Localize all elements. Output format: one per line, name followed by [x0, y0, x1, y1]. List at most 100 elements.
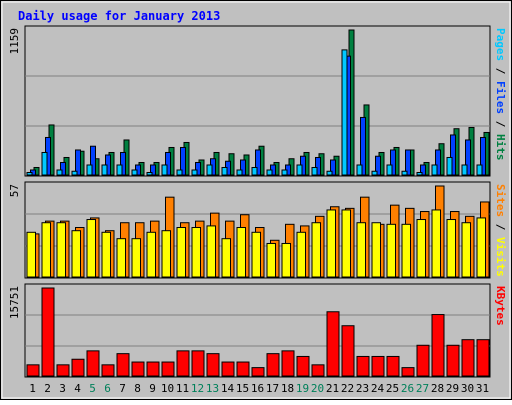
x-label-day-22: 22 — [341, 382, 354, 395]
bar-kbytes-day-3 — [56, 364, 70, 377]
bar-pages-day-23 — [356, 164, 363, 176]
bar-files-day-29 — [450, 134, 456, 176]
bar-visits-day-27 — [416, 219, 426, 278]
bar-kbytes-day-30 — [461, 339, 475, 377]
bar-pages-day-19 — [296, 164, 303, 176]
bar-kbytes-day-19 — [296, 355, 310, 377]
bar-pages-day-4 — [71, 170, 78, 176]
bar-files-day-7 — [120, 151, 126, 176]
series-legend: KBytes — [494, 286, 507, 326]
bar-pages-day-8 — [131, 169, 138, 176]
x-label-day-31: 31 — [476, 382, 489, 395]
bar-pages-day-28 — [431, 164, 438, 176]
bar-kbytes-day-13 — [206, 353, 220, 377]
bar-pages-day-9 — [146, 171, 153, 176]
bar-visits-day-19 — [296, 231, 306, 278]
bar-pages-day-12 — [191, 169, 198, 176]
bar-kbytes-day-11 — [176, 350, 190, 377]
bar-files-day-31 — [480, 136, 486, 176]
bar-pages-day-7 — [116, 164, 123, 176]
bar-files-day-30 — [465, 139, 471, 176]
bar-pages-day-26 — [401, 170, 408, 176]
bar-kbytes-day-25 — [386, 355, 400, 377]
bar-visits-day-1 — [26, 231, 36, 278]
bar-pages-day-11 — [176, 169, 183, 176]
bar-visits-day-14 — [221, 238, 231, 278]
bar-visits-day-24 — [371, 222, 381, 278]
bar-visits-day-22 — [341, 209, 351, 278]
bar-files-day-3 — [60, 161, 66, 176]
bar-files-day-24 — [375, 155, 381, 176]
x-label-day-18: 18 — [281, 382, 294, 395]
panel-background — [24, 283, 491, 378]
legend-label-visits: Visits — [494, 237, 507, 277]
bar-kbytes-day-5 — [86, 350, 100, 377]
bar-visits-day-9 — [146, 231, 156, 278]
bar-visits-day-11 — [176, 227, 186, 278]
bar-files-day-5 — [90, 145, 96, 176]
legend-label-hits: Hits — [494, 134, 507, 161]
bar-files-day-28 — [435, 149, 441, 176]
y-max-label: 15751 — [8, 286, 21, 319]
bar-kbytes-day-15 — [236, 361, 250, 377]
bar-files-day-20 — [315, 156, 321, 176]
x-label-day-13: 13 — [206, 382, 219, 395]
x-label-day-8: 8 — [134, 382, 141, 395]
bar-kbytes-day-1 — [26, 364, 40, 377]
x-label-day-30: 30 — [461, 382, 474, 395]
bar-visits-day-4 — [71, 230, 81, 278]
bar-pages-day-22 — [341, 49, 348, 176]
bar-pages-day-29 — [446, 156, 453, 176]
panel-bottom: 15751 KBytes — [8, 283, 507, 378]
bar-pages-day-13 — [206, 164, 213, 176]
x-label-day-11: 11 — [176, 382, 189, 395]
bar-pages-day-10 — [161, 164, 168, 176]
legend-label-pages: Pages — [494, 28, 507, 61]
bar-kbytes-day-26 — [401, 367, 415, 377]
bar-pages-day-25 — [386, 164, 393, 176]
bar-visits-day-31 — [476, 217, 486, 278]
bar-kbytes-day-29 — [446, 344, 460, 377]
bar-visits-day-8 — [131, 238, 141, 278]
bar-files-day-9 — [150, 164, 156, 176]
bar-kbytes-day-14 — [221, 361, 235, 377]
bar-kbytes-day-27 — [416, 344, 430, 377]
bar-kbytes-day-21 — [326, 311, 340, 377]
bar-pages-day-27 — [416, 171, 423, 176]
bar-visits-day-17 — [266, 242, 276, 278]
bar-pages-day-1 — [26, 171, 33, 176]
legend-label-kbytes: KBytes — [494, 286, 507, 326]
x-label-day-2: 2 — [44, 382, 51, 395]
bar-files-day-27 — [420, 164, 426, 176]
x-axis-labels: 1 2 3 4 5 6 7 8 9 10 11 12 13 14 15 16 17 18 19 20 21 22 23 24 2… — [29, 382, 489, 395]
bar-pages-day-14 — [221, 166, 228, 176]
bar-visits-day-28 — [431, 209, 441, 278]
bar-kbytes-day-31 — [476, 339, 490, 377]
bar-kbytes-day-8 — [131, 361, 145, 377]
bar-kbytes-day-22 — [341, 325, 355, 377]
bar-visits-day-18 — [281, 242, 291, 278]
panel-middle: 57 Sites / Visits — [8, 181, 507, 279]
bar-files-day-15 — [240, 159, 246, 176]
chart-panels: 1159 Pages / Files / Hits 57 Sites / Visits… — [8, 25, 507, 378]
x-label-day-16: 16 — [251, 382, 264, 395]
x-label-day-28: 28 — [431, 382, 444, 395]
x-label-day-6: 6 — [104, 382, 111, 395]
bar-visits-day-15 — [236, 227, 246, 278]
frame-bevel — [1, 1, 511, 399]
bar-kbytes-day-6 — [101, 364, 115, 377]
x-label-day-24: 24 — [371, 382, 385, 395]
x-label-day-5: 5 — [89, 382, 96, 395]
bar-files-day-21 — [330, 159, 336, 176]
x-label-day-1: 1 — [29, 382, 36, 395]
legend-separator: / — [494, 114, 507, 134]
bar-pages-day-21 — [326, 170, 333, 176]
bar-visits-day-20 — [311, 222, 321, 278]
y-max-label: 57 — [8, 184, 21, 197]
y-max-label: 1159 — [8, 28, 21, 55]
series-legend: Sites / Visits — [494, 184, 507, 277]
bar-kbytes-day-17 — [266, 353, 280, 377]
bar-kbytes-day-16 — [251, 367, 265, 377]
x-label-day-12: 12 — [191, 382, 204, 395]
